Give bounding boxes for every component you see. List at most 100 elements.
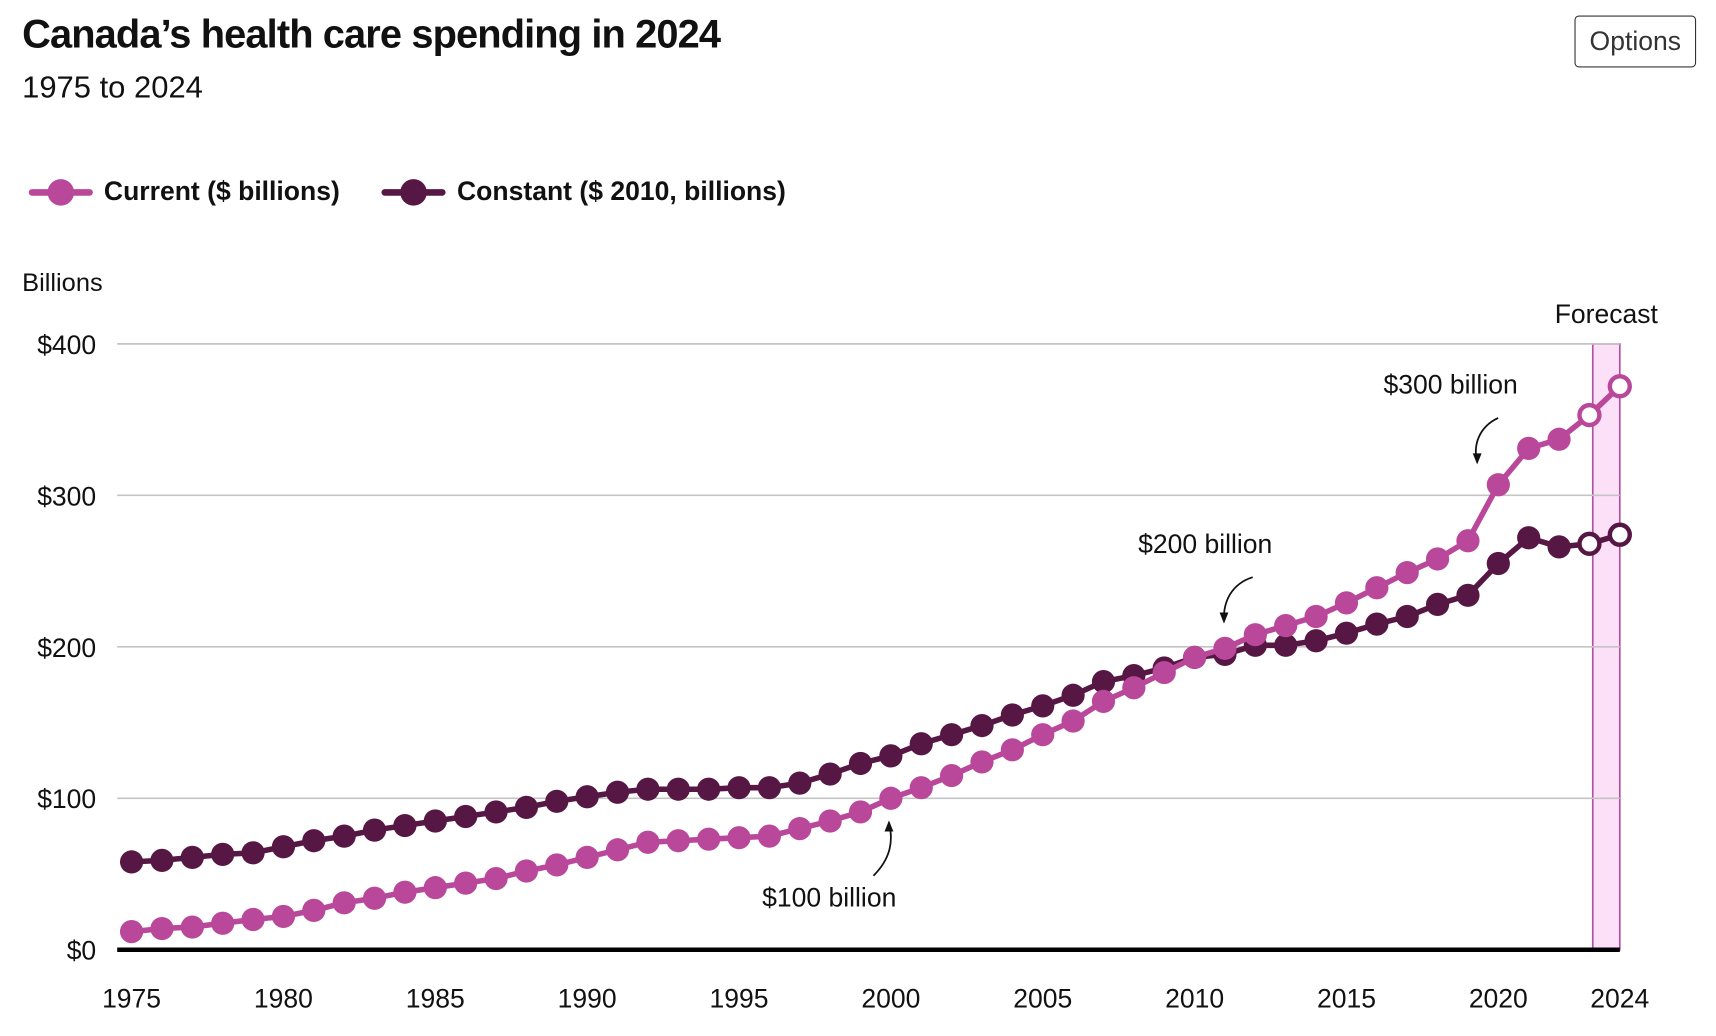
data-point-current [1607, 374, 1632, 399]
data-point-constant [119, 850, 144, 874]
options-button[interactable]: Options [1574, 15, 1697, 68]
data-point-constant [1031, 694, 1055, 718]
data-point-constant [1304, 629, 1328, 653]
data-point-constant [1334, 621, 1359, 645]
data-point-constant [241, 841, 265, 865]
data-point-constant [484, 800, 508, 824]
data-point-current [423, 876, 447, 900]
data-point-constant [271, 835, 296, 859]
data-point-current [636, 830, 660, 854]
y-tick-label: $0 [67, 936, 97, 966]
data-point-current [1425, 547, 1450, 571]
x-tick-label: 1990 [558, 983, 617, 1013]
data-point-current [666, 829, 690, 853]
data-point-constant [727, 776, 751, 800]
legend-swatch-current [28, 179, 93, 206]
legend-label-constant: Constant ($ 2010, billions) [457, 176, 786, 207]
annotation-label: $100 billion [762, 883, 896, 913]
y-tick-label: $200 [37, 633, 96, 663]
x-tick-label: 2005 [1013, 983, 1072, 1013]
data-point-current [150, 916, 174, 941]
data-point-constant [362, 818, 387, 842]
data-point-current [909, 776, 933, 800]
annotation-arrow [1223, 576, 1253, 622]
legend: Current ($ billions) Constant ($ 2010, b… [28, 176, 828, 208]
chart-title: Canada’s health care spending in 2024 [22, 11, 721, 57]
data-point-current [1152, 660, 1176, 685]
data-point-current [879, 786, 903, 810]
data-point-current [727, 826, 751, 850]
y-axis-label: Billions [22, 267, 103, 297]
data-point-current [1122, 676, 1146, 700]
data-point-current [1182, 645, 1207, 670]
data-point-constant [1061, 683, 1085, 707]
data-point-constant [1486, 551, 1510, 576]
x-tick-label: 2000 [861, 983, 920, 1013]
x-tick-label: 1995 [710, 983, 769, 1013]
data-point-current [1577, 402, 1602, 428]
data-point-current [362, 886, 387, 910]
data-point-current [545, 853, 569, 877]
x-tick-label: 1975 [102, 983, 161, 1013]
x-tick-label: 1980 [254, 983, 313, 1013]
data-point-constant [1517, 526, 1541, 550]
data-point-current [484, 866, 508, 891]
data-point-constant [909, 732, 933, 756]
data-point-current [1213, 636, 1237, 660]
annotation-arrowhead-icon [1472, 453, 1482, 465]
data-point-constant [302, 829, 326, 853]
data-point-constant [757, 776, 781, 800]
data-point-current [1517, 436, 1541, 460]
legend-item-constant[interactable]: Constant ($ 2010, billions) [381, 176, 786, 208]
data-point-constant [1425, 592, 1450, 617]
data-point-constant [545, 789, 569, 813]
data-point-current [180, 915, 204, 939]
data-point-constant [150, 848, 174, 873]
data-point-constant [848, 751, 873, 776]
data-point-constant [1577, 531, 1602, 556]
chart-subtitle: 1975 to 2024 [22, 69, 203, 104]
data-point-current [1243, 623, 1267, 647]
data-point-constant [788, 771, 812, 795]
data-point-current [1000, 738, 1024, 762]
data-point-current [605, 838, 630, 862]
data-point-current [119, 919, 144, 944]
data-point-current [575, 845, 599, 869]
data-point-current [940, 763, 964, 788]
y-tick-label: $300 [37, 481, 96, 511]
data-point-current [1395, 560, 1419, 585]
data-point-current [1486, 473, 1510, 497]
legend-item-current[interactable]: Current ($ billions) [28, 177, 340, 208]
data-point-constant [879, 744, 903, 768]
x-tick-label: 2024 [1590, 983, 1649, 1013]
series-line-constant [131, 532, 1621, 865]
data-point-current [241, 907, 265, 932]
data-point-current [514, 859, 539, 883]
data-point-constant [393, 813, 417, 838]
data-point-current [1091, 689, 1116, 713]
series-current [119, 374, 1632, 944]
data-point-current [1031, 723, 1055, 747]
y-tick-label: $400 [37, 330, 96, 360]
data-point-constant [1365, 612, 1389, 636]
data-point-current [271, 904, 296, 929]
annotation-label: $200 billion [1138, 529, 1272, 559]
data-point-current [211, 911, 235, 935]
x-tick-label: 2020 [1469, 983, 1528, 1013]
series-constant [119, 522, 1632, 874]
data-point-current [332, 891, 356, 915]
data-point-current [1547, 427, 1571, 451]
data-point-constant [605, 780, 630, 804]
legend-swatch-constant [381, 179, 446, 206]
annotation-arrowhead-icon [1219, 612, 1229, 624]
data-point-constant [575, 785, 599, 809]
data-point-current [454, 871, 478, 895]
data-point-current [970, 750, 994, 774]
data-point-constant [514, 795, 539, 819]
data-point-current [1334, 591, 1359, 615]
forecast-label: Forecast [1555, 299, 1659, 329]
annotation-arrowhead-icon [884, 820, 894, 832]
data-point-current [757, 824, 781, 848]
